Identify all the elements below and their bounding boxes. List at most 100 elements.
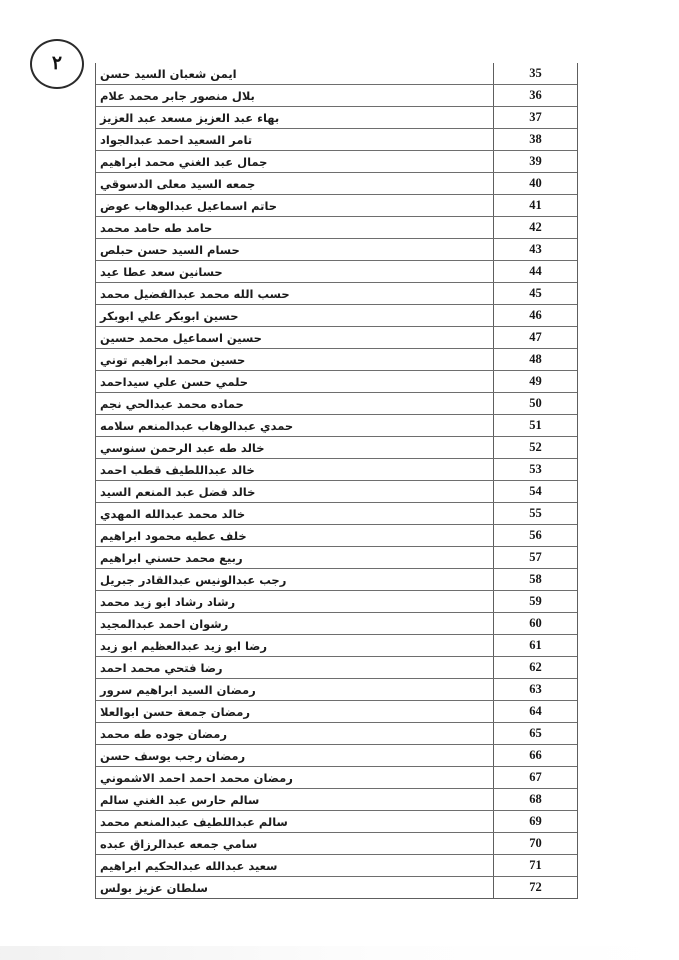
table-row: ايمن شعبان السيد حسن 35 <box>96 63 577 85</box>
table-row: حسب الله محمد عبدالفضيل محمد 45 <box>96 283 577 305</box>
serial-number-cell: 50 <box>529 396 542 410</box>
serial-number-cell: 41 <box>529 198 542 212</box>
serial-number-cell: 63 <box>529 682 542 696</box>
name-cell: حسام السيد حسن حبلص <box>96 239 494 260</box>
serial-number-cell: 66 <box>529 748 542 762</box>
roster-table: ايمن شعبان السيد حسن 35 بلال منصور جابر … <box>95 63 578 899</box>
name-cell: خالد محمد عبدالله المهدي <box>96 503 494 524</box>
page-number: ٢ <box>51 52 63 74</box>
name-cell: رشوان احمد عبدالمجيد <box>96 613 494 634</box>
serial-number-cell: 58 <box>529 572 542 586</box>
name-cell: سلطان عزيز بولس <box>96 877 494 898</box>
serial-number-cell: 51 <box>529 418 542 432</box>
serial-number-cell: 38 <box>529 132 542 146</box>
serial-number-cell: 45 <box>529 286 542 300</box>
serial-number-cell: 71 <box>529 858 542 872</box>
page-number-badge: ٢ <box>30 39 84 89</box>
name-cell: سالم عبداللطيف عبدالمنعم محمد <box>96 811 494 832</box>
name-cell: رمضان جوده طه محمد <box>96 723 494 744</box>
name-cell: رمضان جمعة حسن ابوالعلا <box>96 701 494 722</box>
table-row: رشوان احمد عبدالمجيد 60 <box>96 613 577 635</box>
table-row: خالد فضل عبد المنعم السيد 54 <box>96 481 577 503</box>
table-row: سلطان عزيز بولس 72 <box>96 877 577 898</box>
table-row: حماده محمد عبدالحي نجم 50 <box>96 393 577 415</box>
serial-number-cell: 67 <box>529 770 542 784</box>
name-cell: حمدي عبدالوهاب عبدالمنعم سلامه <box>96 415 494 436</box>
table-row: حسانين سعد عطا عيد 44 <box>96 261 577 283</box>
scan-artifact <box>0 946 679 960</box>
serial-number-cell: 43 <box>529 242 542 256</box>
table-row: ربيع محمد حسني ابراهيم 57 <box>96 547 577 569</box>
table-row: رضا فتحي محمد احمد 62 <box>96 657 577 679</box>
serial-number-cell: 47 <box>529 330 542 344</box>
name-cell: رشاد رشاد ابو زيد محمد <box>96 591 494 612</box>
serial-number-cell: 54 <box>529 484 542 498</box>
serial-number-cell: 72 <box>529 880 542 894</box>
table-row: حسين محمد ابراهيم توني 48 <box>96 349 577 371</box>
name-cell: حماده محمد عبدالحي نجم <box>96 393 494 414</box>
serial-number-cell: 68 <box>529 792 542 806</box>
name-cell: تامر السعيد احمد عبدالجواد <box>96 129 494 150</box>
name-cell: خالد عبداللطيف قطب احمد <box>96 459 494 480</box>
name-cell: بهاء عبد العزيز مسعد عبد العزيز <box>96 107 494 128</box>
serial-number-cell: 46 <box>529 308 542 322</box>
table-row: سالم حارس عبد الغني سالم 68 <box>96 789 577 811</box>
serial-number-cell: 42 <box>529 220 542 234</box>
table-row: خالد محمد عبدالله المهدي 55 <box>96 503 577 525</box>
table-row: بلال منصور جابر محمد علام 36 <box>96 85 577 107</box>
name-cell: حلمي حسن علي سيداحمد <box>96 371 494 392</box>
serial-number-cell: 49 <box>529 374 542 388</box>
table-row: بهاء عبد العزيز مسعد عبد العزيز 37 <box>96 107 577 129</box>
name-cell: خالد طه عبد الرحمن سنوسي <box>96 437 494 458</box>
serial-number-cell: 48 <box>529 352 542 366</box>
table-row: سامي جمعه عبدالرزاق عبده 70 <box>96 833 577 855</box>
serial-number-cell: 69 <box>529 814 542 828</box>
name-cell: حامد طه حامد محمد <box>96 217 494 238</box>
serial-number-cell: 57 <box>529 550 542 564</box>
name-cell: حسب الله محمد عبدالفضيل محمد <box>96 283 494 304</box>
table-row: رمضان جوده طه محمد 65 <box>96 723 577 745</box>
name-cell: ايمن شعبان السيد حسن <box>96 63 494 84</box>
serial-number-cell: 65 <box>529 726 542 740</box>
name-cell: رمضان رجب يوسف حسن <box>96 745 494 766</box>
name-cell: بلال منصور جابر محمد علام <box>96 85 494 106</box>
table-row: رمضان محمد احمد احمد الاشموني 67 <box>96 767 577 789</box>
name-cell: جمال عبد الغني محمد ابراهيم <box>96 151 494 172</box>
serial-number-cell: 60 <box>529 616 542 630</box>
table-row: حسين ابوبكر علي ابوبكر 46 <box>96 305 577 327</box>
table-row: حمدي عبدالوهاب عبدالمنعم سلامه 51 <box>96 415 577 437</box>
name-cell: حاتم اسماعيل عبدالوهاب عوض <box>96 195 494 216</box>
table-row: سعيد عبدالله عبدالحكيم ابراهيم 71 <box>96 855 577 877</box>
serial-number-cell: 59 <box>529 594 542 608</box>
name-cell: حسانين سعد عطا عيد <box>96 261 494 282</box>
table-row: رمضان السيد ابراهيم سرور 63 <box>96 679 577 701</box>
serial-number-cell: 35 <box>529 66 542 80</box>
name-cell: حسين محمد ابراهيم توني <box>96 349 494 370</box>
table-row: حلمي حسن علي سيداحمد 49 <box>96 371 577 393</box>
serial-number-cell: 70 <box>529 836 542 850</box>
serial-number-cell: 62 <box>529 660 542 674</box>
name-cell: رمضان السيد ابراهيم سرور <box>96 679 494 700</box>
table-row: جمعه السيد معلى الدسوقي 40 <box>96 173 577 195</box>
table-row: رمضان جمعة حسن ابوالعلا 64 <box>96 701 577 723</box>
table-row: رضا ابو زيد عبدالعظيم ابو زيد 61 <box>96 635 577 657</box>
table-row: حاتم اسماعيل عبدالوهاب عوض 41 <box>96 195 577 217</box>
name-cell: سامي جمعه عبدالرزاق عبده <box>96 833 494 854</box>
name-cell: رجب عبدالونيس عبدالقادر جبريل <box>96 569 494 590</box>
name-cell: حسين ابوبكر علي ابوبكر <box>96 305 494 326</box>
serial-number-cell: 64 <box>529 704 542 718</box>
table-row: رجب عبدالونيس عبدالقادر جبريل 58 <box>96 569 577 591</box>
name-cell: خلف عطيه محمود ابراهيم <box>96 525 494 546</box>
serial-number-cell: 52 <box>529 440 542 454</box>
table-row: خالد طه عبد الرحمن سنوسي 52 <box>96 437 577 459</box>
serial-number-cell: 53 <box>529 462 542 476</box>
name-cell: رضا ابو زيد عبدالعظيم ابو زيد <box>96 635 494 656</box>
name-cell: سعيد عبدالله عبدالحكيم ابراهيم <box>96 855 494 876</box>
name-cell: حسين اسماعيل محمد حسين <box>96 327 494 348</box>
name-cell: سالم حارس عبد الغني سالم <box>96 789 494 810</box>
serial-number-cell: 36 <box>529 88 542 102</box>
serial-number-cell: 56 <box>529 528 542 542</box>
serial-number-cell: 40 <box>529 176 542 190</box>
name-cell: رضا فتحي محمد احمد <box>96 657 494 678</box>
table-row: رمضان رجب يوسف حسن 66 <box>96 745 577 767</box>
